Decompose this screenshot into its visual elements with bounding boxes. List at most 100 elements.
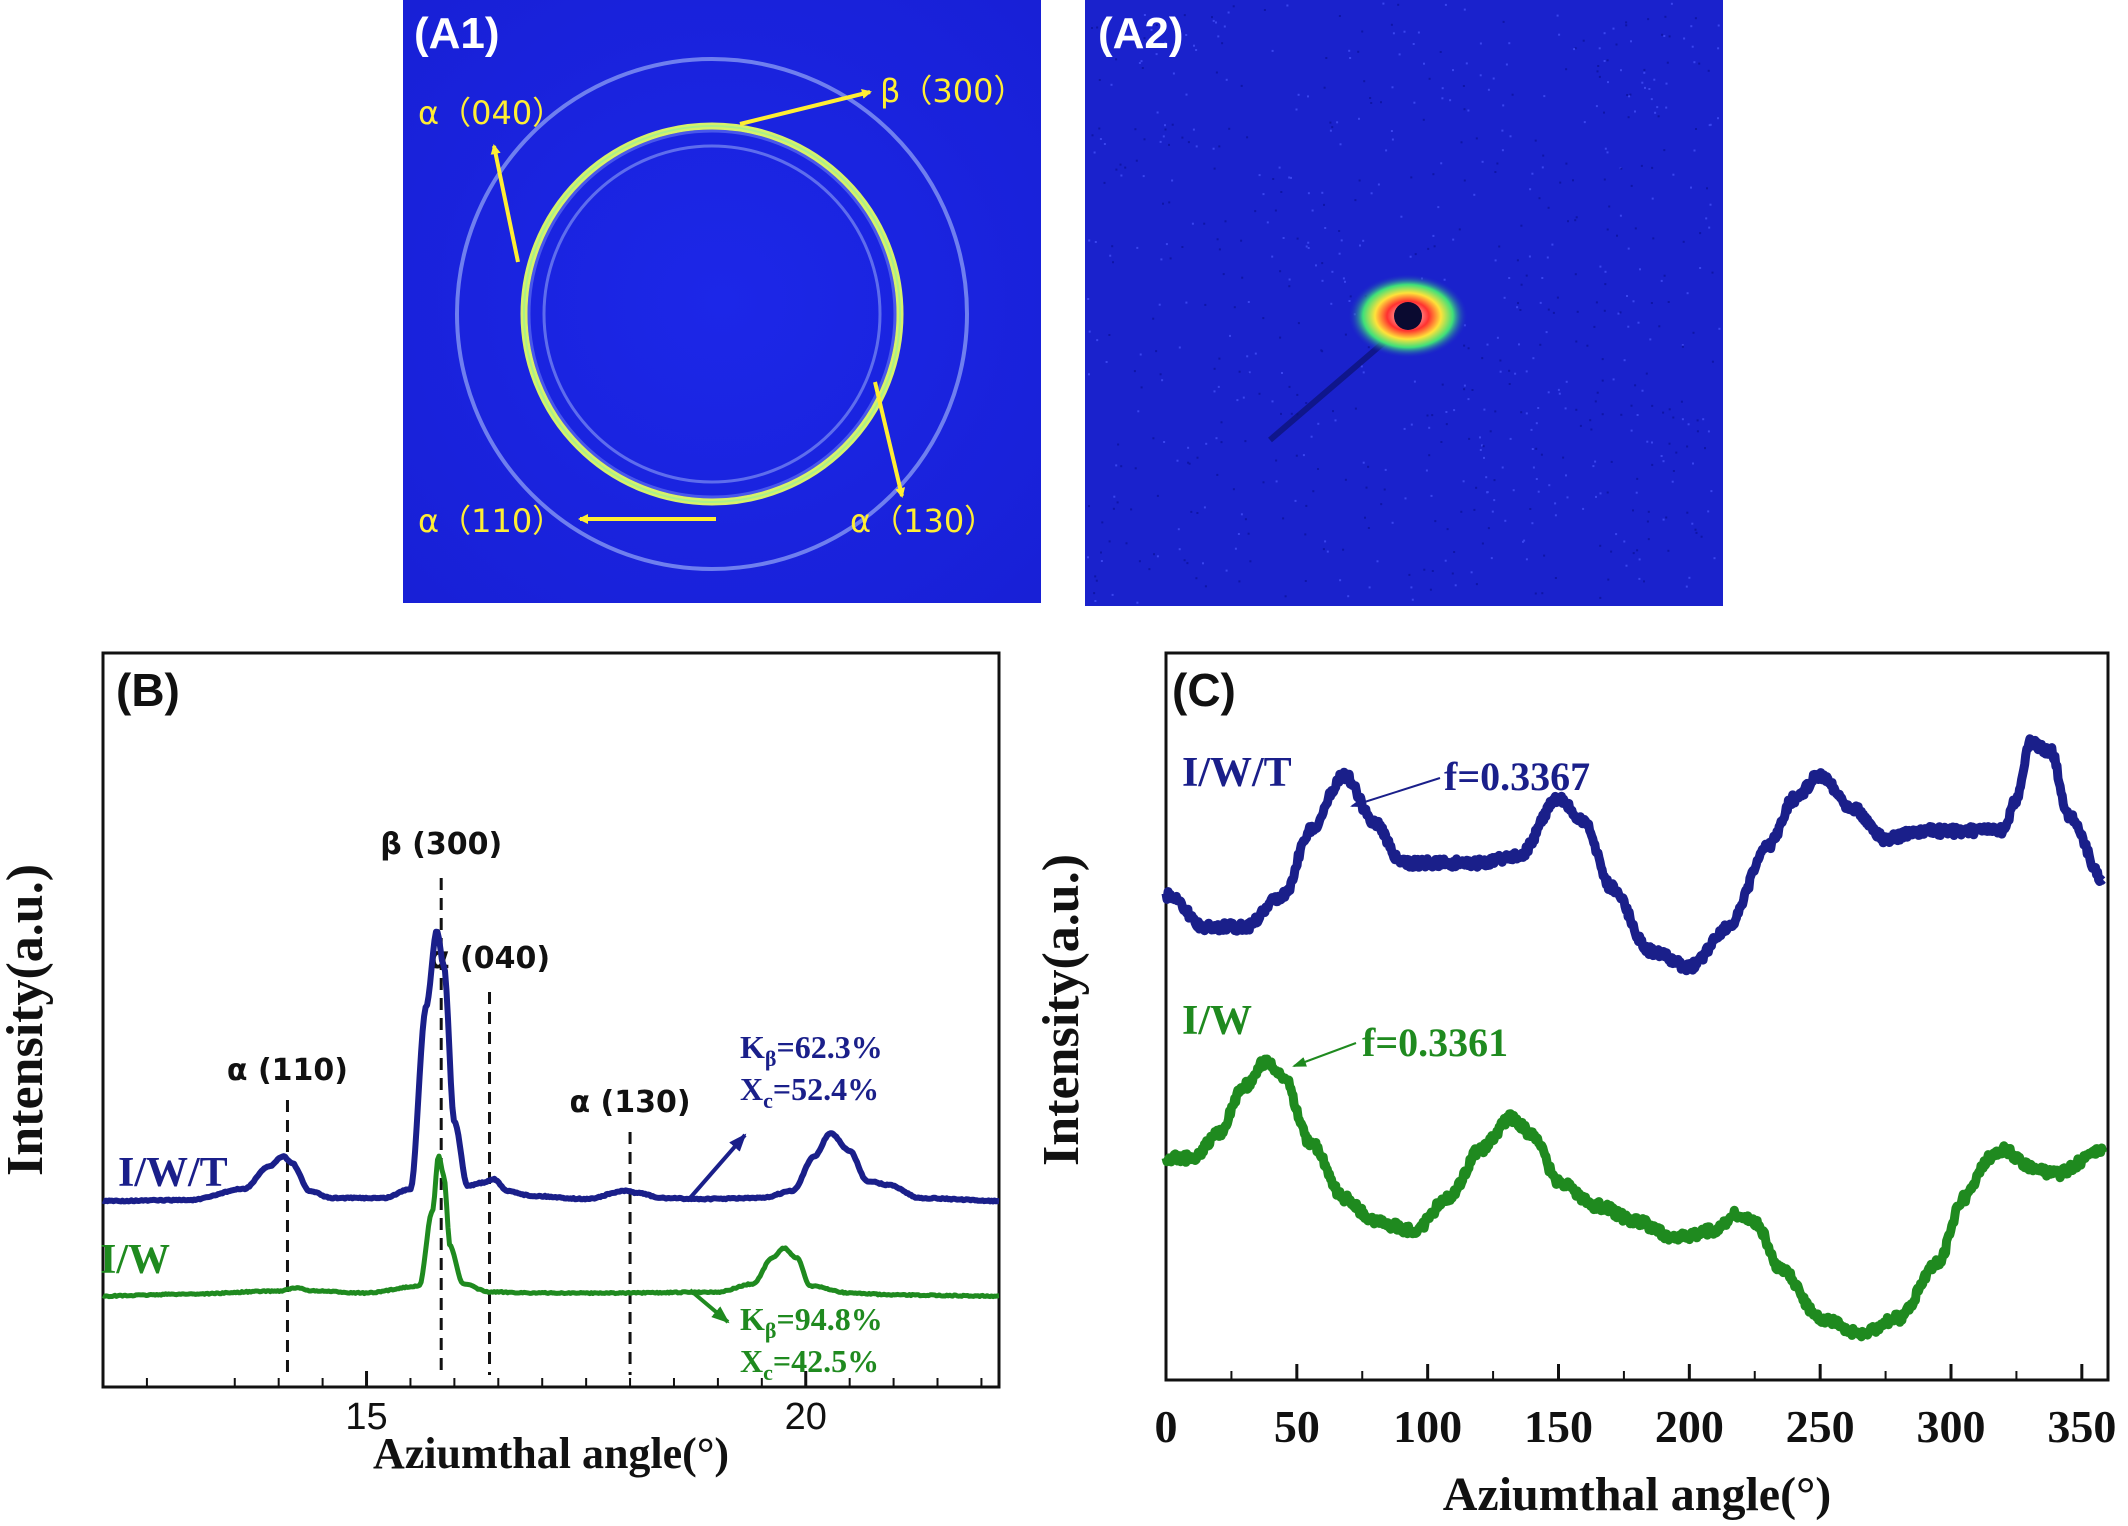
a2-noise-speck	[1404, 497, 1407, 500]
a1-label-110: α（110）	[418, 502, 564, 540]
b-y-axis-label: Intensity(a.u.)	[0, 864, 54, 1176]
a2-noise-speck	[1482, 445, 1485, 448]
a2-noise-speck	[1492, 77, 1495, 80]
a2-noise-speck	[1651, 404, 1654, 407]
a2-noise-speck	[1171, 179, 1174, 182]
b-peak-marker-label: β (300)	[380, 827, 502, 862]
a2-noise-speck	[1607, 578, 1610, 581]
a2-noise-speck	[1558, 392, 1561, 395]
a2-noise-speck	[1452, 69, 1454, 72]
a1-arrow-040	[490, 144, 520, 263]
a2-noise-speck	[1496, 336, 1499, 339]
a2-noise-speck	[1317, 468, 1319, 470]
a2-noise-speck	[1188, 462, 1191, 465]
a2-noise-speck	[1321, 262, 1324, 265]
a2-noise-speck	[1428, 426, 1431, 429]
a2-noise-speck	[1681, 345, 1684, 348]
a2-noise-speck	[1095, 579, 1098, 582]
a2-noise-speck	[1138, 560, 1141, 563]
a2-noise-speck	[1690, 25, 1693, 28]
a2-noise-speck	[1241, 276, 1244, 279]
a2-noise-speck	[1215, 21, 1217, 24]
a2-noise-speck	[1517, 302, 1519, 305]
svg-text:Xc=42.5%: Xc=42.5%	[740, 1343, 879, 1385]
a2-noise-speck	[1470, 571, 1473, 574]
a2-noise-speck	[1440, 162, 1443, 165]
a2-noise-speck	[1279, 270, 1282, 273]
a2-noise-speck	[1380, 503, 1383, 506]
a2-noise-speck	[1158, 303, 1161, 306]
a2-noise-speck	[1365, 486, 1368, 489]
a2-noise-speck	[1463, 108, 1466, 111]
a2-noise-speck	[1284, 595, 1287, 598]
b-peak-markers: α (110) β (300) α (040) α (130)	[227, 827, 691, 1375]
a2-noise-speck	[1431, 414, 1434, 417]
a2-noise-speck	[1254, 210, 1257, 213]
a2-noise-speck	[1460, 141, 1463, 144]
c-arrow-iwt	[1350, 777, 1441, 808]
a2-noise-speck	[1508, 42, 1511, 45]
a2-noise-speck	[1248, 371, 1251, 374]
a2-noise-speck	[1203, 506, 1206, 509]
a2-noise-speck	[1445, 423, 1448, 426]
a2-noise-speck	[1554, 514, 1557, 517]
a2-noise-speck	[1662, 460, 1665, 463]
a2-noise-speck	[1619, 214, 1622, 217]
a2-noise-speck	[1509, 135, 1512, 138]
a2-noise-speck	[1242, 396, 1245, 399]
a2-noise-speck	[1186, 562, 1189, 565]
a2-noise-speck	[1501, 466, 1504, 469]
a2-noise-speck	[1295, 108, 1298, 111]
a2-noise-speck	[1410, 423, 1413, 426]
a2-noise-speck	[1601, 413, 1604, 416]
a2-noise-speck	[1258, 174, 1261, 177]
a2-noise-speck	[1305, 402, 1308, 404]
a2-noise-speck	[1213, 390, 1216, 393]
a2-noise-speck	[1516, 306, 1519, 309]
a2-noise-speck	[1367, 527, 1370, 529]
a2-noise-speck	[1422, 118, 1425, 121]
a2-noise-speck	[1520, 224, 1523, 227]
a2-noise-speck	[1225, 78, 1228, 81]
a2-noise-speck	[1572, 179, 1574, 182]
c-x-tick-label: 200	[1655, 1401, 1724, 1452]
a2-noise-speck	[1120, 465, 1123, 468]
a2-noise-speck	[1660, 279, 1663, 282]
a2-noise-speck	[1463, 384, 1466, 387]
a2-noise-speck	[1377, 183, 1380, 186]
a2-noise-speck	[1451, 572, 1454, 575]
a2-noise-speck	[1665, 516, 1668, 519]
a2-noise-speck	[1696, 430, 1699, 433]
a2-noise-speck	[1612, 27, 1615, 30]
a2-noise-speck	[1552, 311, 1555, 314]
a2-noise-speck	[1493, 479, 1496, 482]
a2-noise-speck	[1237, 533, 1240, 535]
c-series-iwt-line	[1161, 734, 2107, 976]
a2-noise-speck	[1535, 447, 1538, 450]
a2-noise-speck	[1130, 508, 1133, 511]
a2-noise-speck	[1432, 234, 1435, 237]
a2-noise-speck	[1535, 478, 1538, 480]
a2-noise-speck	[1494, 410, 1497, 413]
a2-noise-speck	[1294, 499, 1297, 502]
a2-noise-speck	[1483, 456, 1485, 459]
a2-noise-speck	[1481, 357, 1484, 360]
a2-noise-speck	[1278, 166, 1281, 169]
a2-noise-speck	[1325, 57, 1328, 59]
a2-noise-speck	[1370, 102, 1373, 104]
a2-noise-speck	[1339, 143, 1342, 146]
a2-noise-speck	[1437, 206, 1440, 209]
b-series-label-iwt: I/W/T	[118, 1150, 228, 1196]
panel-c: (C) Intensity(a.u.) Aziumthal angle(°) 0…	[1033, 651, 2116, 1521]
a2-noise-speck	[1538, 197, 1541, 200]
a2-noise-speck	[1116, 501, 1119, 504]
a2-noise-speck	[1181, 246, 1184, 248]
c-series-iw-line	[1161, 1054, 2108, 1342]
a2-noise-speck	[1307, 247, 1310, 249]
a2-noise-speck	[1271, 400, 1274, 403]
a2-noise-speck	[1152, 317, 1155, 320]
a2-noise-speck	[1651, 441, 1653, 444]
a2-noise-speck	[1651, 197, 1654, 200]
a2-noise-speck	[1601, 379, 1604, 382]
a2-noise-speck	[1610, 550, 1613, 553]
